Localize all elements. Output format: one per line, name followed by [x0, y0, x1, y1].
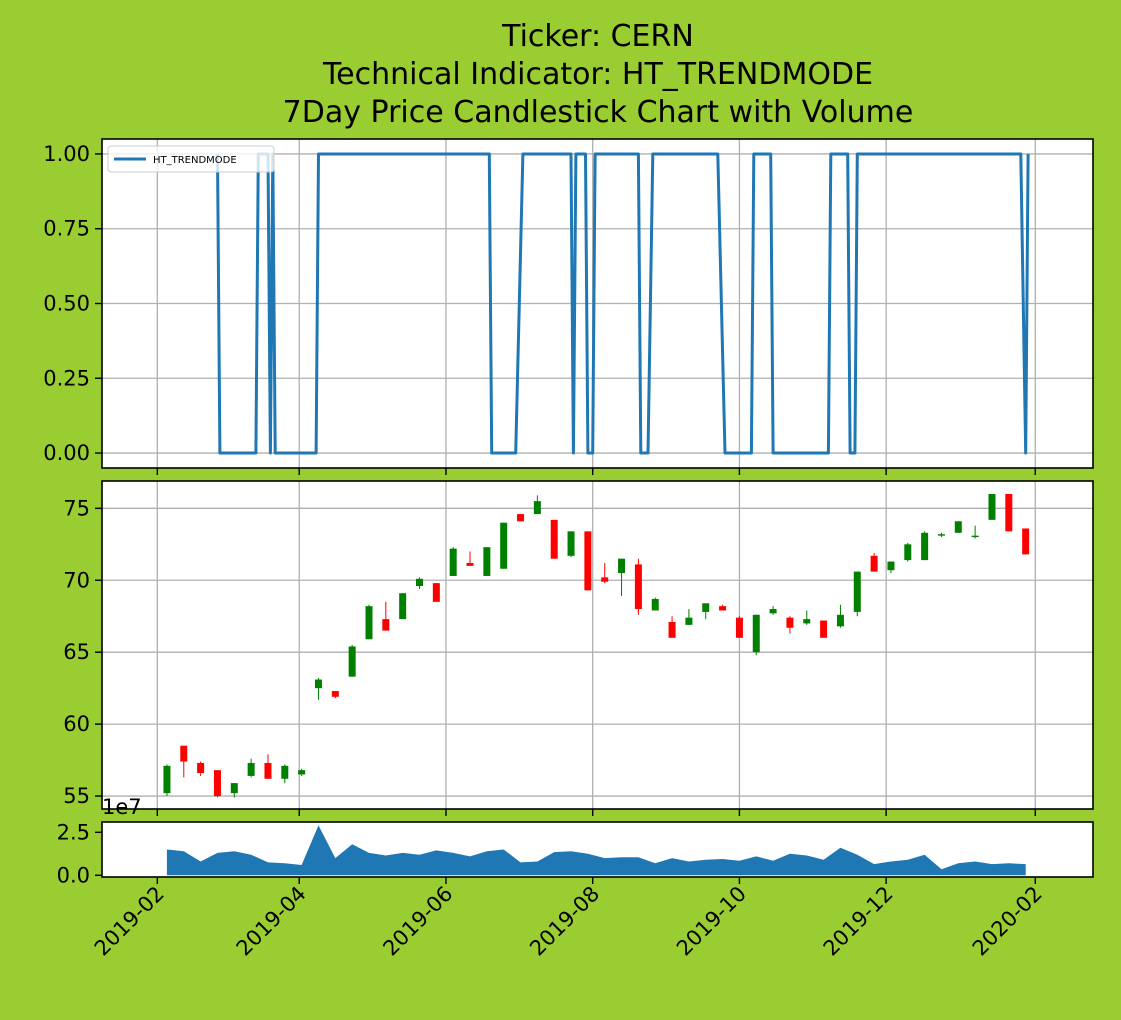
- price-candles: [163, 493, 1030, 798]
- series-line-ht-trendmode: [216, 152, 1030, 455]
- candle-body-19: [483, 547, 491, 576]
- candle-body-50: [1005, 493, 1013, 532]
- x-tick-label-3: 2019-08: [525, 882, 604, 961]
- candle-body-27: [618, 558, 626, 574]
- x-tick-label-0: 2019-02: [90, 882, 169, 961]
- candle-body-2: [197, 762, 205, 774]
- candle-body-4: [230, 783, 238, 794]
- price-panel-frame: [101, 480, 1094, 810]
- indicator-y-tick-label-1: 0.25: [43, 366, 90, 390]
- volume-area-fill: [166, 825, 1026, 876]
- candle-body-28: [634, 564, 642, 610]
- candle-body-41: [853, 571, 861, 612]
- candle-body-42: [870, 555, 878, 572]
- indicator-series: [216, 152, 1030, 455]
- chart-title-line-3: 7Day Price Candlestick Chart with Volume: [283, 95, 914, 130]
- volume-scale-label: 1e7: [102, 795, 142, 819]
- candle-body-25: [584, 531, 592, 591]
- candle-body-30: [668, 621, 676, 638]
- x-tick-label-4: 2019-10: [672, 882, 751, 961]
- candle-body-18: [466, 563, 474, 566]
- price-y-axis: 55 60 65 70 75: [63, 496, 102, 808]
- x-tick-label-6: 2020-02: [968, 882, 1047, 961]
- candle-body-7: [281, 765, 289, 779]
- x-axis: 2019-02 2019-04 2019-06 2019-08 2019-10 2019-…: [90, 877, 1047, 961]
- volume-panel-frame: [101, 821, 1094, 878]
- candle-body-5: [247, 762, 255, 776]
- indicator-y-axis: 0.00 0.25 0.50 0.75 1.00: [43, 142, 102, 465]
- price-x-tick-marks: [156, 809, 1036, 816]
- candle-body-11: [348, 646, 356, 677]
- indicator-y-tick-label-2: 0.50: [43, 292, 90, 316]
- candle-body-34: [735, 617, 743, 638]
- candle-body-31: [685, 617, 693, 625]
- candle-body-33: [719, 606, 727, 611]
- volume-area: [166, 825, 1026, 876]
- candle-body-0: [163, 765, 171, 794]
- indicator-y-tick-label-3: 0.75: [43, 217, 90, 241]
- candle-body-35: [752, 614, 760, 653]
- x-tick-label-1: 2019-04: [232, 882, 311, 961]
- x-tick-label-2: 2019-06: [378, 882, 457, 961]
- price-grid: [102, 481, 1093, 809]
- candle-body-3: [213, 770, 221, 797]
- indicator-panel: 0.00 0.25 0.50 0.75 1.00 HT_TRENDMODE: [43, 138, 1094, 475]
- volume-y-tick-label-0: 0.0: [57, 863, 90, 887]
- candle-body-10: [331, 691, 339, 697]
- volume-panel: 0.02.5 1e7 2019-02 2019-04 2019-06 2019-08 2…: [57, 795, 1094, 961]
- candle-body-22: [533, 501, 541, 515]
- chart-title-line-1: Ticker: CERN: [501, 19, 694, 54]
- candle-body-47: [954, 521, 962, 533]
- candle-body-14: [399, 593, 407, 620]
- price-y-tick-label-1: 60: [63, 712, 90, 736]
- candle-body-26: [601, 577, 609, 582]
- candle-body-1: [180, 745, 188, 762]
- price-y-tick-label-4: 75: [63, 496, 90, 520]
- indicator-legend: HT_TRENDMODE: [107, 145, 275, 173]
- volume-y-axis: 0.0 2.5: [57, 820, 102, 887]
- candle-body-40: [836, 614, 844, 627]
- candle-body-38: [803, 619, 811, 624]
- volume-y-tick-label-1: 2.5: [57, 820, 90, 844]
- candle-body-46: [937, 534, 945, 536]
- chart-title-line-2: Technical Indicator: HT_TRENDMODE: [322, 57, 873, 92]
- candle-body-16: [432, 583, 440, 602]
- candle-body-32: [702, 603, 710, 612]
- price-y-tick-label-2: 65: [63, 640, 90, 664]
- candle-body-21: [517, 514, 525, 522]
- candle-body-29: [651, 598, 659, 611]
- candle-body-48: [971, 535, 979, 538]
- candle-body-13: [382, 619, 390, 631]
- legend-box: [107, 145, 275, 173]
- candle-body-23: [550, 519, 558, 559]
- candle-body-45: [921, 532, 929, 561]
- candle-body-17: [449, 548, 457, 576]
- candle-body-9: [314, 679, 322, 689]
- price-panel: 55 60 65 70 75: [63, 480, 1094, 816]
- candle-body-12: [365, 606, 373, 640]
- candle-body-20: [500, 522, 508, 569]
- candle-body-24: [567, 531, 575, 556]
- candle-body-15: [416, 578, 424, 587]
- candle-body-51: [1022, 528, 1030, 555]
- candle-body-49: [988, 493, 996, 520]
- candle-body-39: [820, 620, 828, 638]
- indicator-y-tick-label-0: 0.00: [43, 441, 90, 465]
- legend-entry-ht-trendmode: HT_TRENDMODE: [153, 155, 237, 166]
- candle-body-43: [887, 561, 895, 571]
- indicator-x-tick-marks: [156, 468, 1036, 475]
- candle-body-36: [769, 609, 777, 614]
- candle-body-8: [298, 770, 306, 775]
- candle-body-37: [786, 617, 794, 628]
- indicator-y-tick-label-4: 1.00: [43, 142, 90, 166]
- price-y-tick-label-0: 55: [63, 784, 90, 808]
- candle-body-6: [264, 762, 272, 779]
- x-tick-label-5: 2019-12: [819, 882, 898, 961]
- price-y-tick-label-3: 70: [63, 568, 90, 592]
- candle-body-44: [904, 544, 912, 561]
